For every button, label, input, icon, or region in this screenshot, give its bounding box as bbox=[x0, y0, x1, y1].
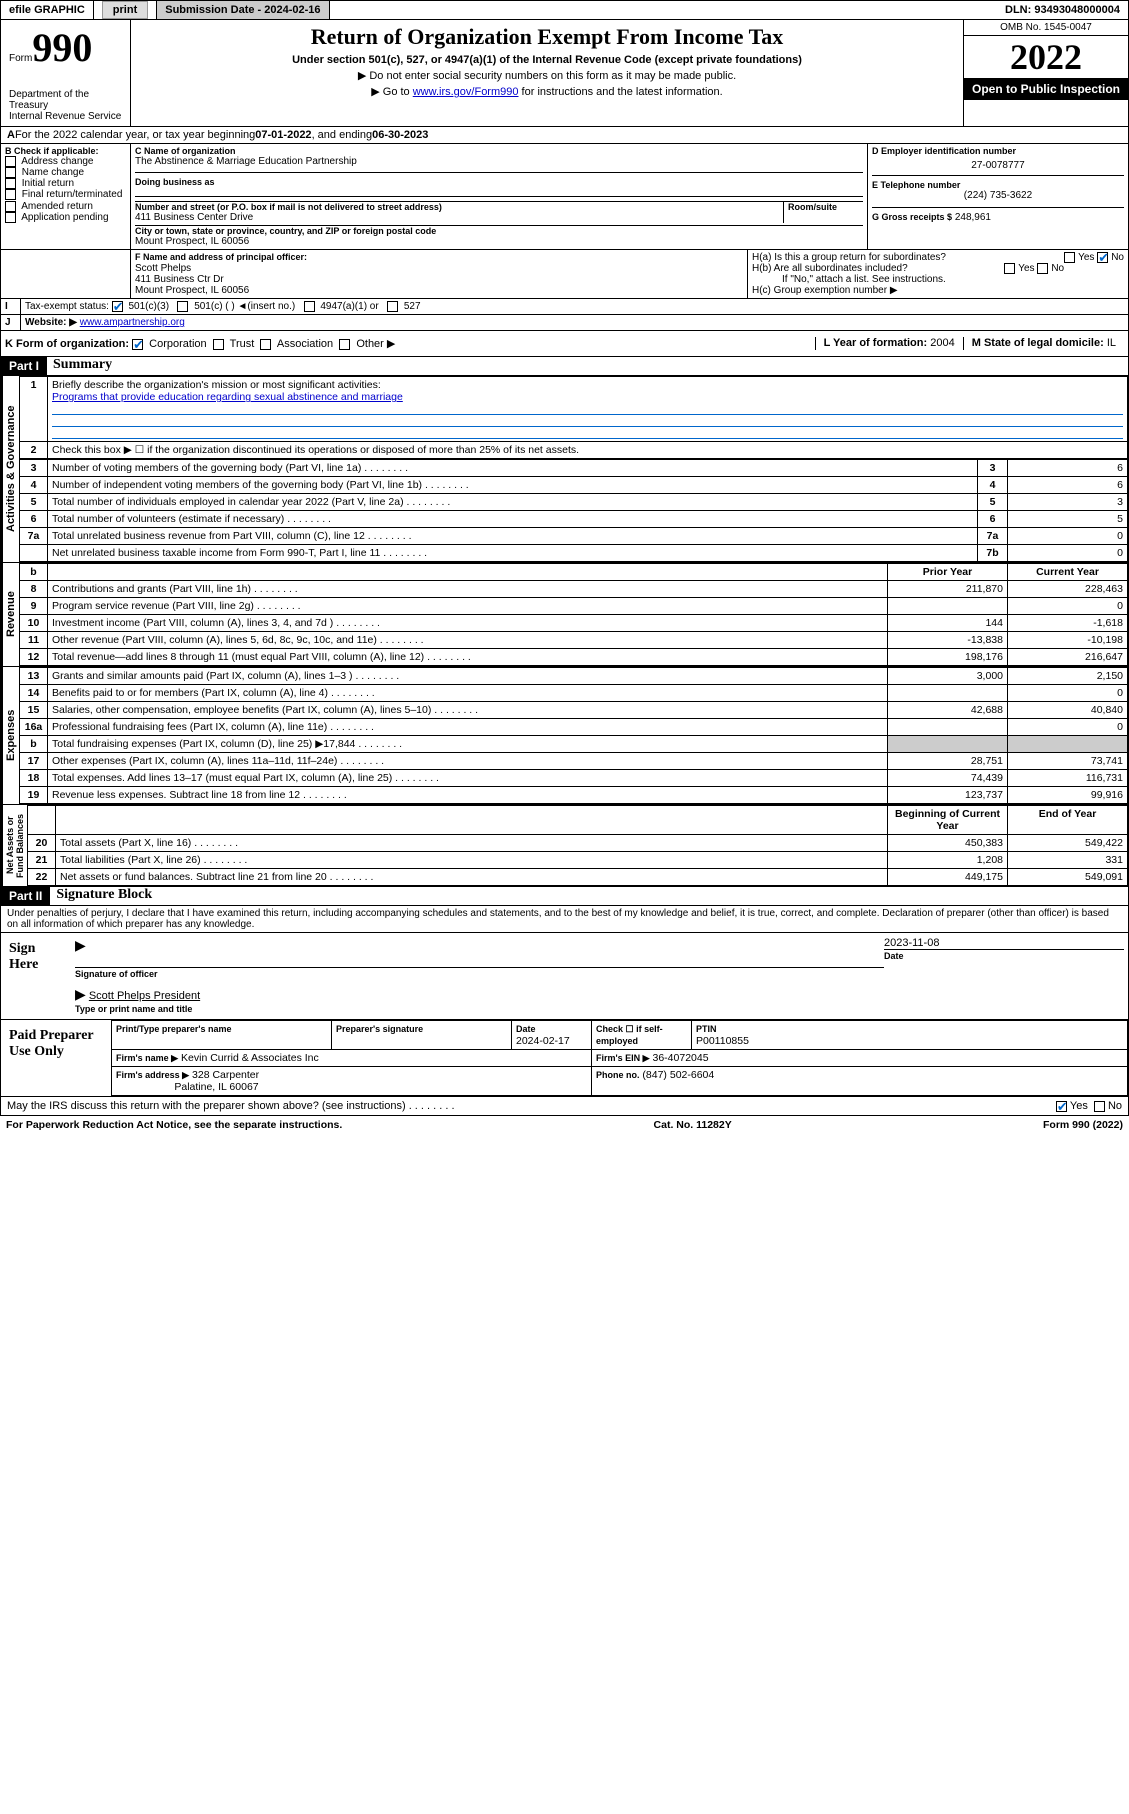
side-gov: Activities & Governance bbox=[1, 376, 19, 562]
form-subtitle: Under section 501(c), 527, or 4947(a)(1)… bbox=[135, 54, 959, 66]
boxb-item: Name change bbox=[5, 167, 126, 178]
discuss-yes[interactable] bbox=[1056, 1101, 1067, 1112]
note-ssn: ▶ Do not enter social security numbers o… bbox=[135, 69, 959, 82]
part1-header: Part I Summary bbox=[0, 357, 1129, 376]
dln: DLN: 93493048000004 bbox=[997, 1, 1128, 19]
ha-yes[interactable] bbox=[1064, 252, 1075, 263]
year-end: 06-30-2023 bbox=[372, 129, 428, 141]
form-title: Return of Organization Exempt From Incom… bbox=[135, 24, 959, 50]
box-b: B Check if applicable: Address change Na… bbox=[1, 144, 131, 249]
dept-label: Department of the Treasury Internal Reve… bbox=[9, 71, 122, 122]
ha-no[interactable] bbox=[1097, 252, 1108, 263]
irs-link[interactable]: www.irs.gov/Form990 bbox=[413, 86, 519, 98]
discuss-row: May the IRS discuss this return with the… bbox=[0, 1097, 1129, 1116]
officer-name: Scott Phelps bbox=[135, 263, 191, 274]
street: 411 Business Center Drive bbox=[135, 212, 783, 223]
tax-year: 2022 bbox=[964, 36, 1128, 78]
domicile: IL bbox=[1107, 337, 1116, 349]
side-rev: Revenue bbox=[1, 563, 19, 666]
boxb-item: Initial return bbox=[5, 178, 126, 189]
firm-phone: (847) 502-6604 bbox=[642, 1069, 714, 1081]
year-formation: 2004 bbox=[930, 337, 954, 349]
firm-name: Kevin Currid & Associates Inc bbox=[181, 1052, 319, 1064]
expenses-block: Expenses 13Grants and similar amounts pa… bbox=[0, 667, 1129, 805]
side-exp: Expenses bbox=[1, 667, 19, 804]
top-bar: efile GRAPHIC print Submission Date - 20… bbox=[0, 0, 1129, 20]
firm-ein: 36-4072045 bbox=[653, 1052, 709, 1064]
identity-block: B Check if applicable: Address change Na… bbox=[0, 144, 1129, 250]
row-ij: I Tax-exempt status: 501(c)(3) 501(c) ( … bbox=[0, 299, 1129, 315]
efile-label: efile GRAPHIC bbox=[1, 1, 94, 19]
page-footer: For Paperwork Reduction Act Notice, see … bbox=[0, 1116, 1129, 1134]
part1-body: Activities & Governance 1 Briefly descri… bbox=[0, 376, 1129, 563]
corp-check[interactable] bbox=[132, 339, 143, 350]
boxb-item: Amended return bbox=[5, 201, 126, 212]
title-block: Return of Organization Exempt From Incom… bbox=[131, 20, 963, 126]
ein: 27-0078777 bbox=[872, 156, 1124, 175]
inspection-label: Open to Public Inspection bbox=[964, 78, 1128, 100]
discuss-no[interactable] bbox=[1094, 1101, 1105, 1112]
sig-date: 2023-11-08 bbox=[884, 937, 1124, 949]
submission-date: Submission Date - 2024-02-16 bbox=[157, 1, 329, 19]
hb-yes[interactable] bbox=[1004, 263, 1015, 274]
sign-here-block: Sign Here ▶ Signature of officer 2023-11… bbox=[0, 933, 1129, 1020]
box-h: H(a) Is this a group return for subordin… bbox=[748, 250, 1128, 298]
form-header: Form990 Department of the Treasury Inter… bbox=[0, 20, 1129, 127]
note-link: ▶ Go to www.irs.gov/Form990 for instruct… bbox=[135, 85, 959, 98]
box-deg: D Employer identification number 27-0078… bbox=[868, 144, 1128, 249]
org-name: The Abstinence & Marriage Education Part… bbox=[135, 156, 863, 167]
hb-no[interactable] bbox=[1037, 263, 1048, 274]
city: Mount Prospect, IL 60056 bbox=[135, 236, 863, 247]
revenue-block: Revenue bPrior YearCurrent Year8Contribu… bbox=[0, 563, 1129, 667]
mission-text[interactable]: Programs that provide education regardin… bbox=[52, 391, 403, 403]
print-button[interactable]: print bbox=[102, 1, 148, 19]
side-net: Net Assets or Fund Balances bbox=[1, 805, 27, 886]
boxb-item: Address change bbox=[5, 156, 126, 167]
website-link[interactable]: www.ampartnership.org bbox=[80, 317, 185, 328]
row-j: J Website: ▶ www.ampartnership.org bbox=[0, 315, 1129, 331]
part2-header: Part II Signature Block bbox=[0, 887, 1129, 906]
501c3-check[interactable] bbox=[112, 301, 123, 312]
hc: H(c) Group exemption number ▶ bbox=[752, 285, 1124, 296]
pp-date: 2024-02-17 bbox=[516, 1035, 570, 1047]
fh-block: F Name and address of principal officer:… bbox=[0, 250, 1129, 299]
box-f: F Name and address of principal officer:… bbox=[131, 250, 748, 298]
phone: (224) 735-3622 bbox=[872, 190, 1124, 201]
line-a: A For the 2022 calendar year, or tax yea… bbox=[0, 127, 1129, 144]
declaration: Under penalties of perjury, I declare th… bbox=[0, 906, 1129, 933]
box-c: C Name of organization The Abstinence & … bbox=[131, 144, 868, 249]
gross-receipts: 248,961 bbox=[955, 212, 991, 223]
year-box: OMB No. 1545-0047 2022 Open to Public In… bbox=[963, 20, 1128, 126]
form-number: 990 bbox=[32, 25, 92, 70]
year-begin: 07-01-2022 bbox=[255, 129, 311, 141]
row-klm: K Form of organization: Corporation Trus… bbox=[0, 331, 1129, 357]
netassets-block: Net Assets or Fund Balances Beginning of… bbox=[0, 805, 1129, 887]
officer-typed-name: Scott Phelps President bbox=[89, 990, 200, 1002]
ptin: P00110855 bbox=[696, 1035, 749, 1047]
boxb-item: Final return/terminated bbox=[5, 189, 126, 200]
form-label: Form bbox=[9, 53, 32, 64]
paid-preparer-block: Paid Preparer Use Only Print/Type prepar… bbox=[0, 1020, 1129, 1097]
boxb-item: Application pending bbox=[5, 212, 126, 223]
omb: OMB No. 1545-0047 bbox=[964, 20, 1128, 36]
